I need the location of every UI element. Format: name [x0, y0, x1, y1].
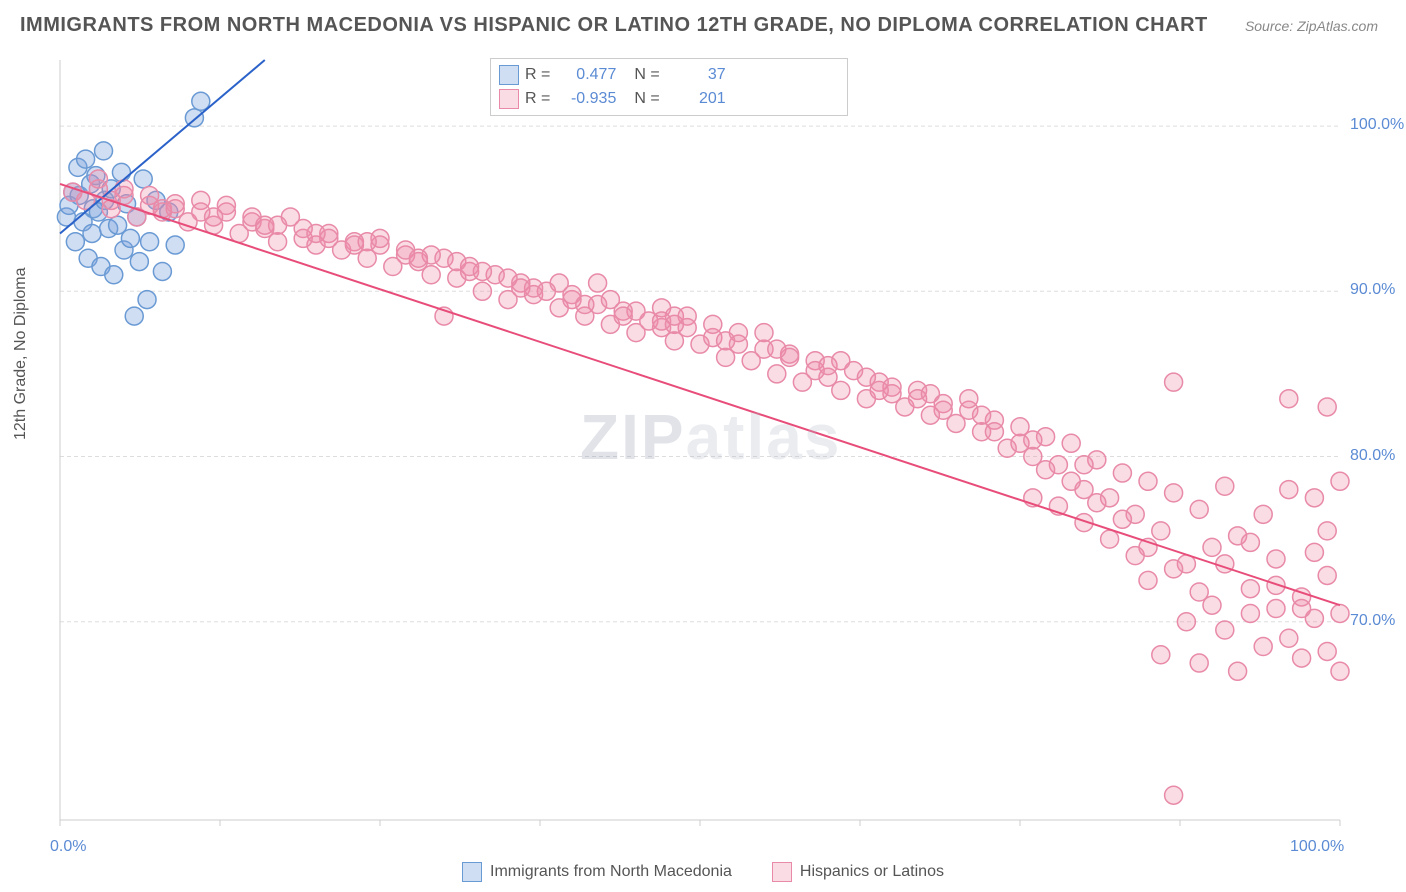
legend-stats-row: R = 0.477 N = 37 [499, 63, 839, 87]
y-tick-label: 70.0% [1350, 612, 1395, 630]
legend-swatch-icon [462, 862, 482, 882]
stat-n-label: N = [634, 90, 659, 108]
y-tick-label: 100.0% [1350, 116, 1404, 134]
x-tick-label: 100.0% [1290, 838, 1344, 856]
legend-stats-box: R = 0.477 N = 37 R = -0.935 N = 201 [490, 58, 848, 116]
bottom-legend: Immigrants from North Macedonia Hispanic… [0, 862, 1406, 882]
stat-n-label: N = [634, 66, 659, 84]
legend-swatch-icon [772, 862, 792, 882]
stat-r-value: 0.477 [556, 66, 616, 84]
legend-item: Immigrants from North Macedonia [462, 862, 732, 882]
stat-n-value: 201 [666, 90, 726, 108]
x-tick-label: 0.0% [50, 838, 86, 856]
stat-n-value: 37 [666, 66, 726, 84]
legend-label: Immigrants from North Macedonia [490, 863, 732, 881]
stat-r-label: R = [525, 66, 550, 84]
legend-swatch-icon [499, 65, 519, 85]
legend-label: Hispanics or Latinos [800, 863, 944, 881]
scatter-chart [0, 0, 1406, 892]
legend-stats-row: R = -0.935 N = 201 [499, 87, 839, 111]
stat-r-value: -0.935 [556, 90, 616, 108]
y-tick-label: 90.0% [1350, 281, 1395, 299]
stat-r-label: R = [525, 90, 550, 108]
y-tick-label: 80.0% [1350, 447, 1395, 465]
legend-item: Hispanics or Latinos [772, 862, 944, 882]
legend-swatch-icon [499, 89, 519, 109]
